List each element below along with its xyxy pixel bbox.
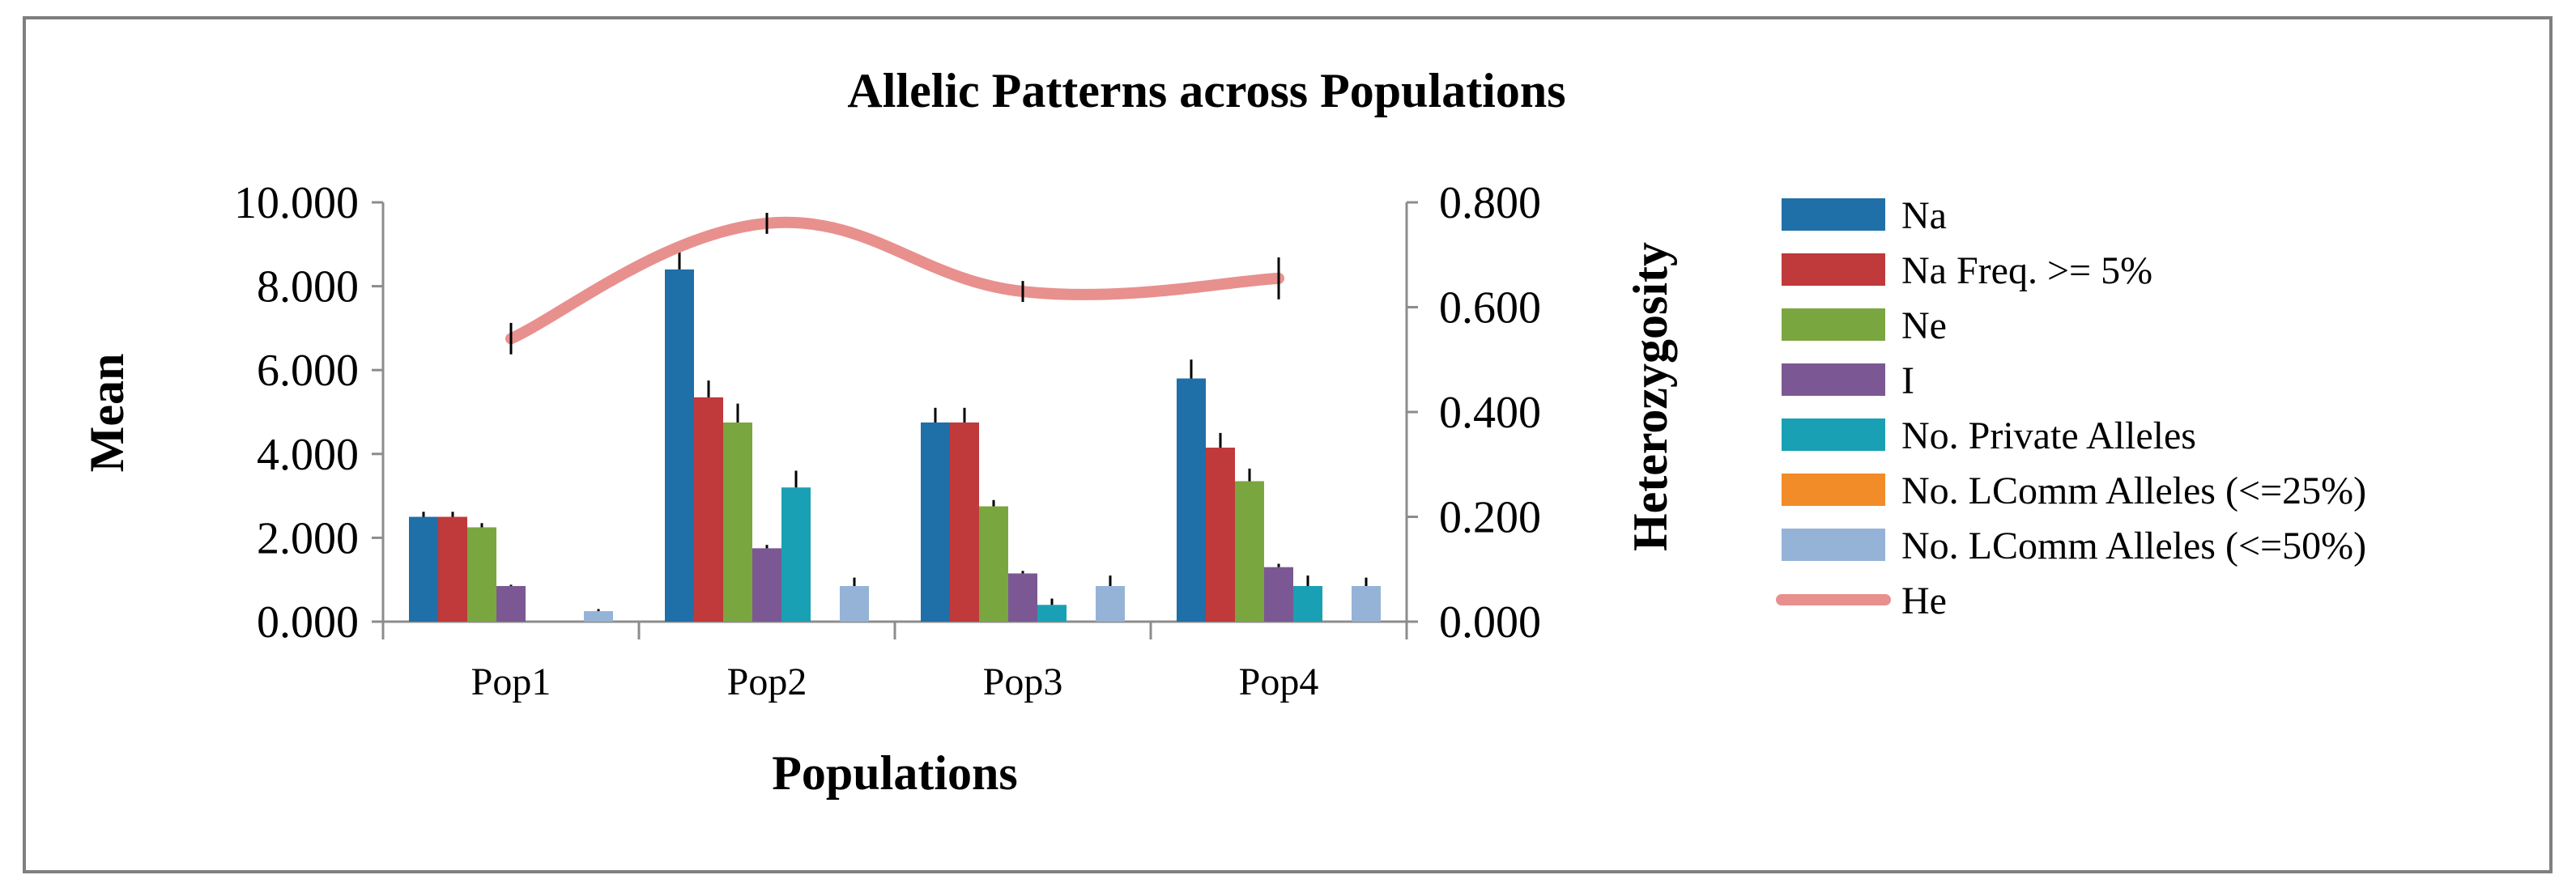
legend-label: No. Private Alleles	[1901, 414, 2196, 457]
y-ticks: 0.000 2.000 4.000 6.000 8.000 10.000	[234, 178, 383, 648]
he-line	[505, 216, 1284, 345]
chart-frame	[23, 16, 2553, 873]
legend-label: I	[1901, 359, 1914, 402]
legend-label: No. LComm Alleles (<=50%)	[1901, 525, 2366, 567]
bar	[840, 585, 869, 622]
legend-swatch	[1782, 198, 1885, 231]
chart-title: Allelic Patterns across Populations	[847, 64, 1565, 117]
bar	[665, 269, 694, 622]
legend-swatch	[1782, 418, 1885, 451]
y2-tick-label: 0.400	[1439, 388, 1541, 438]
legend-label: No. LComm Alleles (<=25%)	[1901, 469, 2366, 512]
legend-swatch	[1782, 363, 1885, 396]
bar	[694, 397, 723, 622]
legend-label: He	[1901, 580, 1947, 622]
y2-ticks: 0.000 0.200 0.400 0.600 0.800	[1407, 178, 1541, 648]
bar	[584, 611, 613, 622]
y-tick-label: 4.000	[257, 430, 359, 480]
bar	[921, 422, 950, 622]
y2-tick-label: 0.000	[1439, 597, 1541, 648]
y2-tick-label: 0.600	[1439, 283, 1541, 333]
y2-axis-title: Heterozygosity	[1624, 242, 1677, 551]
x-axis-title: Populations	[772, 746, 1017, 800]
bar	[1352, 585, 1381, 622]
legend-label: Na	[1901, 194, 1947, 237]
bar	[1264, 567, 1293, 622]
bar	[979, 506, 1008, 622]
bar	[1235, 481, 1264, 622]
he-line-series	[505, 212, 1284, 355]
bar	[781, 487, 811, 622]
bar	[1206, 448, 1235, 622]
legend-swatch	[1782, 308, 1885, 341]
y-tick-label: 0.000	[257, 597, 359, 648]
y2-tick-label: 0.200	[1439, 493, 1541, 543]
x-category-label: Pop3	[983, 661, 1063, 703]
x-category-label: Pop1	[471, 661, 551, 703]
bar-series	[409, 248, 1381, 622]
x-categories: Pop1 Pop2 Pop3 Pop4	[381, 622, 1408, 703]
y-tick-label: 8.000	[257, 262, 359, 312]
bar	[1008, 573, 1037, 622]
x-category-label: Pop2	[727, 661, 807, 703]
bar	[1096, 585, 1125, 622]
bar	[467, 527, 496, 622]
legend-label: Ne	[1901, 304, 1947, 347]
bar	[1177, 378, 1206, 622]
y-tick-label: 6.000	[257, 346, 359, 396]
x-category-label: Pop4	[1239, 661, 1319, 703]
bar	[438, 516, 467, 622]
y2-tick-label: 0.800	[1439, 178, 1541, 228]
y-tick-label: 2.000	[257, 513, 359, 563]
y-axis-title: Mean	[80, 354, 134, 473]
bar	[409, 516, 438, 622]
legend-swatch	[1782, 529, 1885, 561]
bar	[1037, 605, 1067, 622]
bar	[496, 585, 526, 622]
legend-swatch	[1782, 253, 1885, 286]
bar	[950, 422, 979, 622]
bar	[1293, 585, 1322, 622]
bar	[752, 548, 781, 622]
bar	[723, 422, 752, 622]
legend: Na Na Freq. >= 5% Ne I No. Private Alleles No…	[1776, 194, 2366, 622]
y-tick-label: 10.000	[234, 178, 359, 228]
legend-swatch	[1782, 474, 1885, 506]
legend-label: Na Freq. >= 5%	[1901, 249, 2152, 292]
